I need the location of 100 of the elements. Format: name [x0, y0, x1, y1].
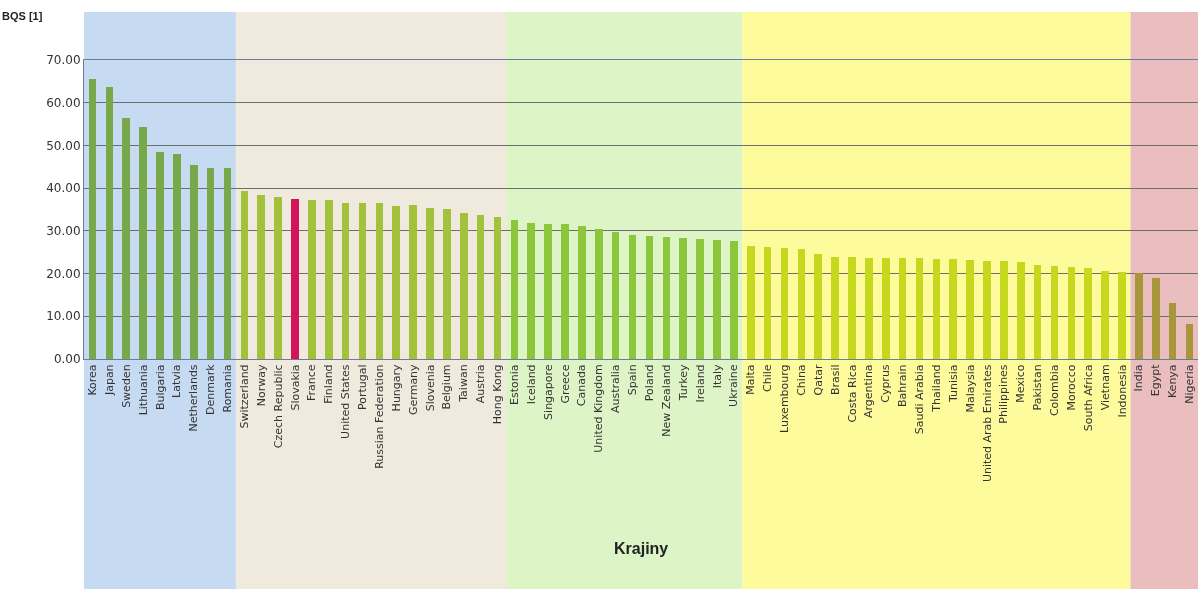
bar	[1051, 266, 1058, 359]
bar	[511, 220, 518, 359]
x-tick-label: United States	[339, 364, 353, 439]
bar	[966, 260, 974, 359]
bar	[747, 246, 755, 359]
bar	[544, 224, 552, 359]
x-tick-label: Latvia	[170, 364, 184, 398]
bar	[207, 168, 214, 359]
x-tick-label: Portugal	[356, 364, 370, 410]
bar	[1068, 267, 1075, 359]
x-tick-label: Kenya	[1166, 364, 1180, 399]
bar	[494, 217, 501, 359]
x-tick-label: Bahrain	[896, 364, 910, 407]
bar	[308, 200, 316, 359]
bar	[224, 168, 231, 359]
bar	[257, 195, 265, 359]
bar	[460, 213, 468, 359]
bar	[89, 79, 96, 359]
x-tick-label: Malaysia	[963, 364, 977, 413]
bar	[241, 191, 248, 359]
x-tick-label: New Zealand	[659, 364, 673, 437]
x-axis-title: Krajiny	[614, 540, 669, 557]
bar	[376, 203, 383, 359]
x-tick-label: Slovenia	[423, 364, 437, 412]
bar	[646, 236, 653, 359]
bar	[1084, 268, 1092, 359]
x-tick-label: Brasil	[828, 364, 842, 396]
bar	[663, 237, 670, 359]
x-tick-label: Australia	[609, 364, 623, 414]
bar	[477, 215, 484, 359]
y-tick-label: 50.00	[46, 138, 81, 153]
x-tick-label: Indonesia	[1115, 364, 1129, 418]
x-tick-label: Belgium	[440, 364, 454, 410]
bar	[106, 87, 113, 359]
x-tick-label: Czech Republic	[271, 364, 285, 449]
bar	[865, 258, 873, 359]
x-tick-label: Austria	[474, 364, 488, 404]
bar	[1135, 273, 1143, 359]
bar	[1169, 303, 1176, 359]
bar	[1000, 261, 1008, 359]
x-tick-label: Ukraine	[727, 364, 741, 407]
bar	[612, 232, 619, 359]
bar	[831, 257, 839, 359]
x-tick-label: Sweden	[119, 364, 133, 408]
x-tick-label: Mexico	[1014, 364, 1028, 403]
x-tick-label: Turkey	[676, 363, 690, 402]
x-tick-label: Colombia	[1048, 364, 1062, 417]
x-tick-label: Japan	[102, 364, 116, 397]
x-tick-label: Singapore	[541, 364, 555, 420]
bar	[325, 200, 333, 359]
bar	[764, 247, 771, 359]
bar	[730, 241, 738, 359]
y-tick-label: 20.00	[46, 266, 81, 281]
bar	[578, 226, 586, 359]
bar	[359, 203, 366, 359]
x-tick-label: Tunisia	[946, 364, 960, 403]
x-tick-label: Luxembourg	[778, 364, 792, 433]
bar	[595, 229, 603, 359]
x-tick-label: France	[305, 364, 319, 401]
x-tick-label: Costa Rica	[845, 364, 859, 423]
x-tick-label: South Africa	[1081, 364, 1095, 432]
bar	[949, 259, 957, 359]
bar	[426, 208, 434, 359]
y-tick-label: 40.00	[46, 181, 81, 196]
bar	[679, 238, 687, 359]
x-tick-label: Finland	[322, 364, 336, 404]
bar	[274, 197, 282, 359]
x-tick-label: Iceland	[524, 364, 538, 405]
bar	[848, 257, 856, 359]
x-tick-label: Korea	[86, 364, 100, 396]
y-axis-title: BQS [1]	[2, 10, 43, 22]
x-tick-label: Netherlands	[187, 364, 201, 432]
y-tick-label: 70.00	[46, 53, 81, 68]
x-tick-label: Spain	[626, 364, 640, 396]
bar	[156, 152, 164, 359]
bar	[1186, 324, 1193, 359]
y-tick-label: 0.00	[53, 352, 81, 367]
bar	[1118, 272, 1126, 359]
bar	[392, 206, 400, 359]
x-tick-label: Nigeria	[1183, 364, 1197, 404]
y-tick-label: 10.00	[46, 309, 81, 324]
bar	[1101, 271, 1109, 359]
x-tick-label: Germany	[406, 363, 420, 415]
x-tick-label: Russian Federation	[372, 364, 386, 469]
bar	[173, 154, 181, 359]
bar	[814, 254, 822, 359]
x-tick-label: Romania	[221, 364, 235, 413]
bar	[899, 258, 906, 359]
x-tick-label: Poland	[643, 364, 657, 402]
x-tick-label: Estonia	[507, 364, 521, 405]
bar	[139, 127, 147, 359]
x-tick-label: Chile	[761, 364, 775, 392]
bar	[190, 165, 198, 359]
x-tick-label: Greece	[558, 364, 572, 404]
x-tick-label: Argentina	[862, 364, 876, 419]
x-tick-label: Malta	[744, 364, 758, 395]
x-tick-label: Morocco	[1064, 364, 1078, 411]
x-tick-label: Switzerland	[237, 364, 251, 429]
x-tick-label: Slovakia	[288, 364, 302, 411]
y-tick-label: 60.00	[46, 95, 81, 110]
